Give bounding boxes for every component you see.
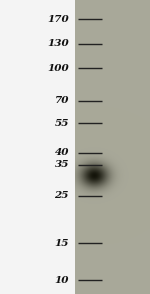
Text: 100: 100 [47, 64, 69, 73]
Text: 15: 15 [54, 238, 69, 248]
Bar [75, 0, 150, 294]
Text: 40: 40 [54, 148, 69, 157]
Text: 35: 35 [54, 160, 69, 169]
Text: 70: 70 [54, 96, 69, 106]
Text: 130: 130 [47, 39, 69, 48]
Text: 55: 55 [54, 119, 69, 128]
Bar [0, 0, 75, 294]
Text: 25: 25 [54, 191, 69, 201]
Text: 170: 170 [47, 15, 69, 24]
Text: 10: 10 [54, 276, 69, 285]
